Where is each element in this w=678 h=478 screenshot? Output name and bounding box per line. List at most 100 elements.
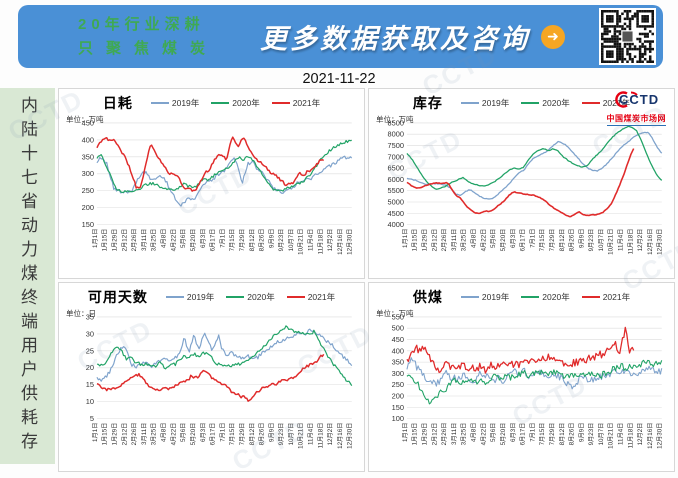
svg-text:10月7日: 10月7日 [288,422,295,445]
series-line-2021年 [406,148,635,218]
svg-text:5月6日: 5月6日 [490,229,497,248]
svg-text:20: 20 [86,363,94,372]
svg-text:6月3日: 6月3日 [510,229,517,248]
svg-text:2月26日: 2月26日 [131,422,138,445]
sidebar: 内陆十七省动力煤终端用户供耗存 [0,88,55,464]
svg-text:12月16日: 12月16日 [647,229,654,255]
svg-text:7月29日: 7月29日 [549,229,556,252]
legend-swatch [581,295,600,298]
svg-text:12月30日: 12月30日 [347,422,354,448]
chart-plot: 150 200 250 300 350 400 450 1月1日 1月15日 1月29日 2月12日… [82,118,354,255]
chart-panel-inventory: 库存 2019年 2020年 2021年 单位：万吨 4000 4500 5000 550… [368,88,675,279]
svg-text:5: 5 [90,414,94,423]
svg-text:100: 100 [392,414,404,423]
slogan-line-1: 20年行业深耕 [78,16,205,34]
chart-plot: 5 10 15 20 25 30 35 1月1日 1月15日 1月29日 2月12日 2月26日 3月1… [86,312,354,448]
banner-slogan: 20年行业深耕 只聚焦煤炭 [78,13,218,60]
series-line-2020年 [96,139,352,194]
svg-text:350: 350 [82,152,94,161]
legend-item: 2020年 [521,291,570,303]
chart-legend: 2019年 2020年 2021年 [165,291,335,303]
chart-header: 日耗 2019年 2020年 2021年 [59,93,364,113]
legend-label: 2021年 [602,291,631,302]
series-line-2019年 [96,155,353,207]
svg-text:5月6日: 5月6日 [490,422,497,441]
charts-grid: 日耗 2019年 2020年 2021年 单位：万吨 150 200 250 300 350… [58,88,675,472]
svg-text:5月20日: 5月20日 [190,422,197,445]
svg-text:4月8日: 4月8日 [471,422,478,441]
svg-text:9月9日: 9月9日 [578,422,585,441]
svg-text:12月16日: 12月16日 [647,422,654,448]
legend-item: 2020年 [226,291,275,303]
chart-panel-coal-supply: 供煤 2019年 2020年 2021年 单位：万吨 100 150 200 250 300… [368,281,675,472]
svg-text:10月21日: 10月21日 [608,422,615,448]
svg-text:12月30日: 12月30日 [657,422,664,448]
series-line-2020年 [96,324,353,386]
series-line-2021年 [96,353,325,402]
legend-swatch [286,295,305,298]
svg-text:12月2日: 12月2日 [327,422,334,445]
series-line-2019年 [96,328,353,382]
chart-header: 供煤 2019年 2020年 2021年 [369,287,674,307]
svg-text:8月12日: 8月12日 [559,229,566,252]
svg-text:4月8日: 4月8日 [161,229,168,248]
svg-text:8月12日: 8月12日 [249,229,256,252]
legend-item: 2021年 [286,291,335,303]
arrow-circle-icon: ➜ [541,24,566,49]
svg-text:7月29日: 7月29日 [239,229,246,252]
svg-text:4月22日: 4月22日 [480,422,487,445]
svg-text:4月22日: 4月22日 [170,422,177,445]
svg-text:6月3日: 6月3日 [200,229,207,248]
svg-text:7月29日: 7月29日 [549,422,556,445]
header-banner: 20年行业深耕 只聚焦煤炭 更多数据获取及咨询 ➜ [18,5,663,68]
svg-text:3月25日: 3月25日 [151,422,158,445]
svg-text:1月29日: 1月29日 [112,422,119,445]
svg-text:4500: 4500 [388,209,404,218]
svg-text:450: 450 [82,118,94,127]
svg-text:5500: 5500 [388,186,404,195]
chart-panel-available-days: 可用天数 2019年 2020年 2021年 单位：日 5 10 15 20 25 30 35 1… [58,281,365,472]
svg-text:3月11日: 3月11日 [451,229,458,251]
legend-label: 2019年 [481,98,510,108]
legend-item: 2019年 [460,97,510,109]
svg-text:200: 200 [392,391,404,400]
svg-text:8月12日: 8月12日 [249,422,256,445]
slogan-line-2: 只聚焦煤炭 [78,39,219,57]
svg-text:8500: 8500 [388,118,404,127]
cta-text: 更多数据获取及咨询 [260,24,531,54]
svg-text:7月1日: 7月1日 [529,229,536,248]
svg-text:1月29日: 1月29日 [422,229,429,252]
svg-text:200: 200 [82,203,94,212]
svg-text:350: 350 [392,357,404,366]
svg-text:25: 25 [86,346,94,355]
svg-text:1月29日: 1月29日 [422,422,429,445]
svg-text:10月21日: 10月21日 [298,229,305,255]
svg-text:CCTD: CCTD [619,92,659,107]
svg-text:6500: 6500 [388,164,404,173]
svg-text:12月30日: 12月30日 [657,229,664,255]
chart-unit-label: 单位：日 [66,308,96,318]
svg-text:11月4日: 11月4日 [618,229,625,251]
svg-text:10月7日: 10月7日 [598,229,605,252]
cctd-logo: CCTD 中国煤炭市场网 [606,91,666,126]
svg-text:4月8日: 4月8日 [161,422,168,441]
svg-text:8月26日: 8月26日 [569,422,576,445]
legend-label: 2020年 [232,98,260,108]
svg-text:300: 300 [392,368,404,377]
svg-text:7月1日: 7月1日 [219,422,226,441]
svg-text:1月1日: 1月1日 [402,229,409,248]
svg-text:150: 150 [82,220,94,229]
svg-text:12月2日: 12月2日 [327,229,334,252]
legend-swatch [271,102,290,104]
svg-text:450: 450 [392,334,404,343]
svg-text:12月2日: 12月2日 [637,422,644,445]
svg-text:6月3日: 6月3日 [200,422,207,441]
svg-text:10月7日: 10月7日 [598,422,605,445]
svg-text:1月1日: 1月1日 [92,229,99,248]
svg-text:10月7日: 10月7日 [288,229,295,252]
svg-text:2月26日: 2月26日 [441,422,448,445]
chart-legend: 2019年 2020年 2021年 [460,97,630,109]
svg-text:4000: 4000 [388,220,404,229]
svg-text:3月11日: 3月11日 [141,229,148,251]
